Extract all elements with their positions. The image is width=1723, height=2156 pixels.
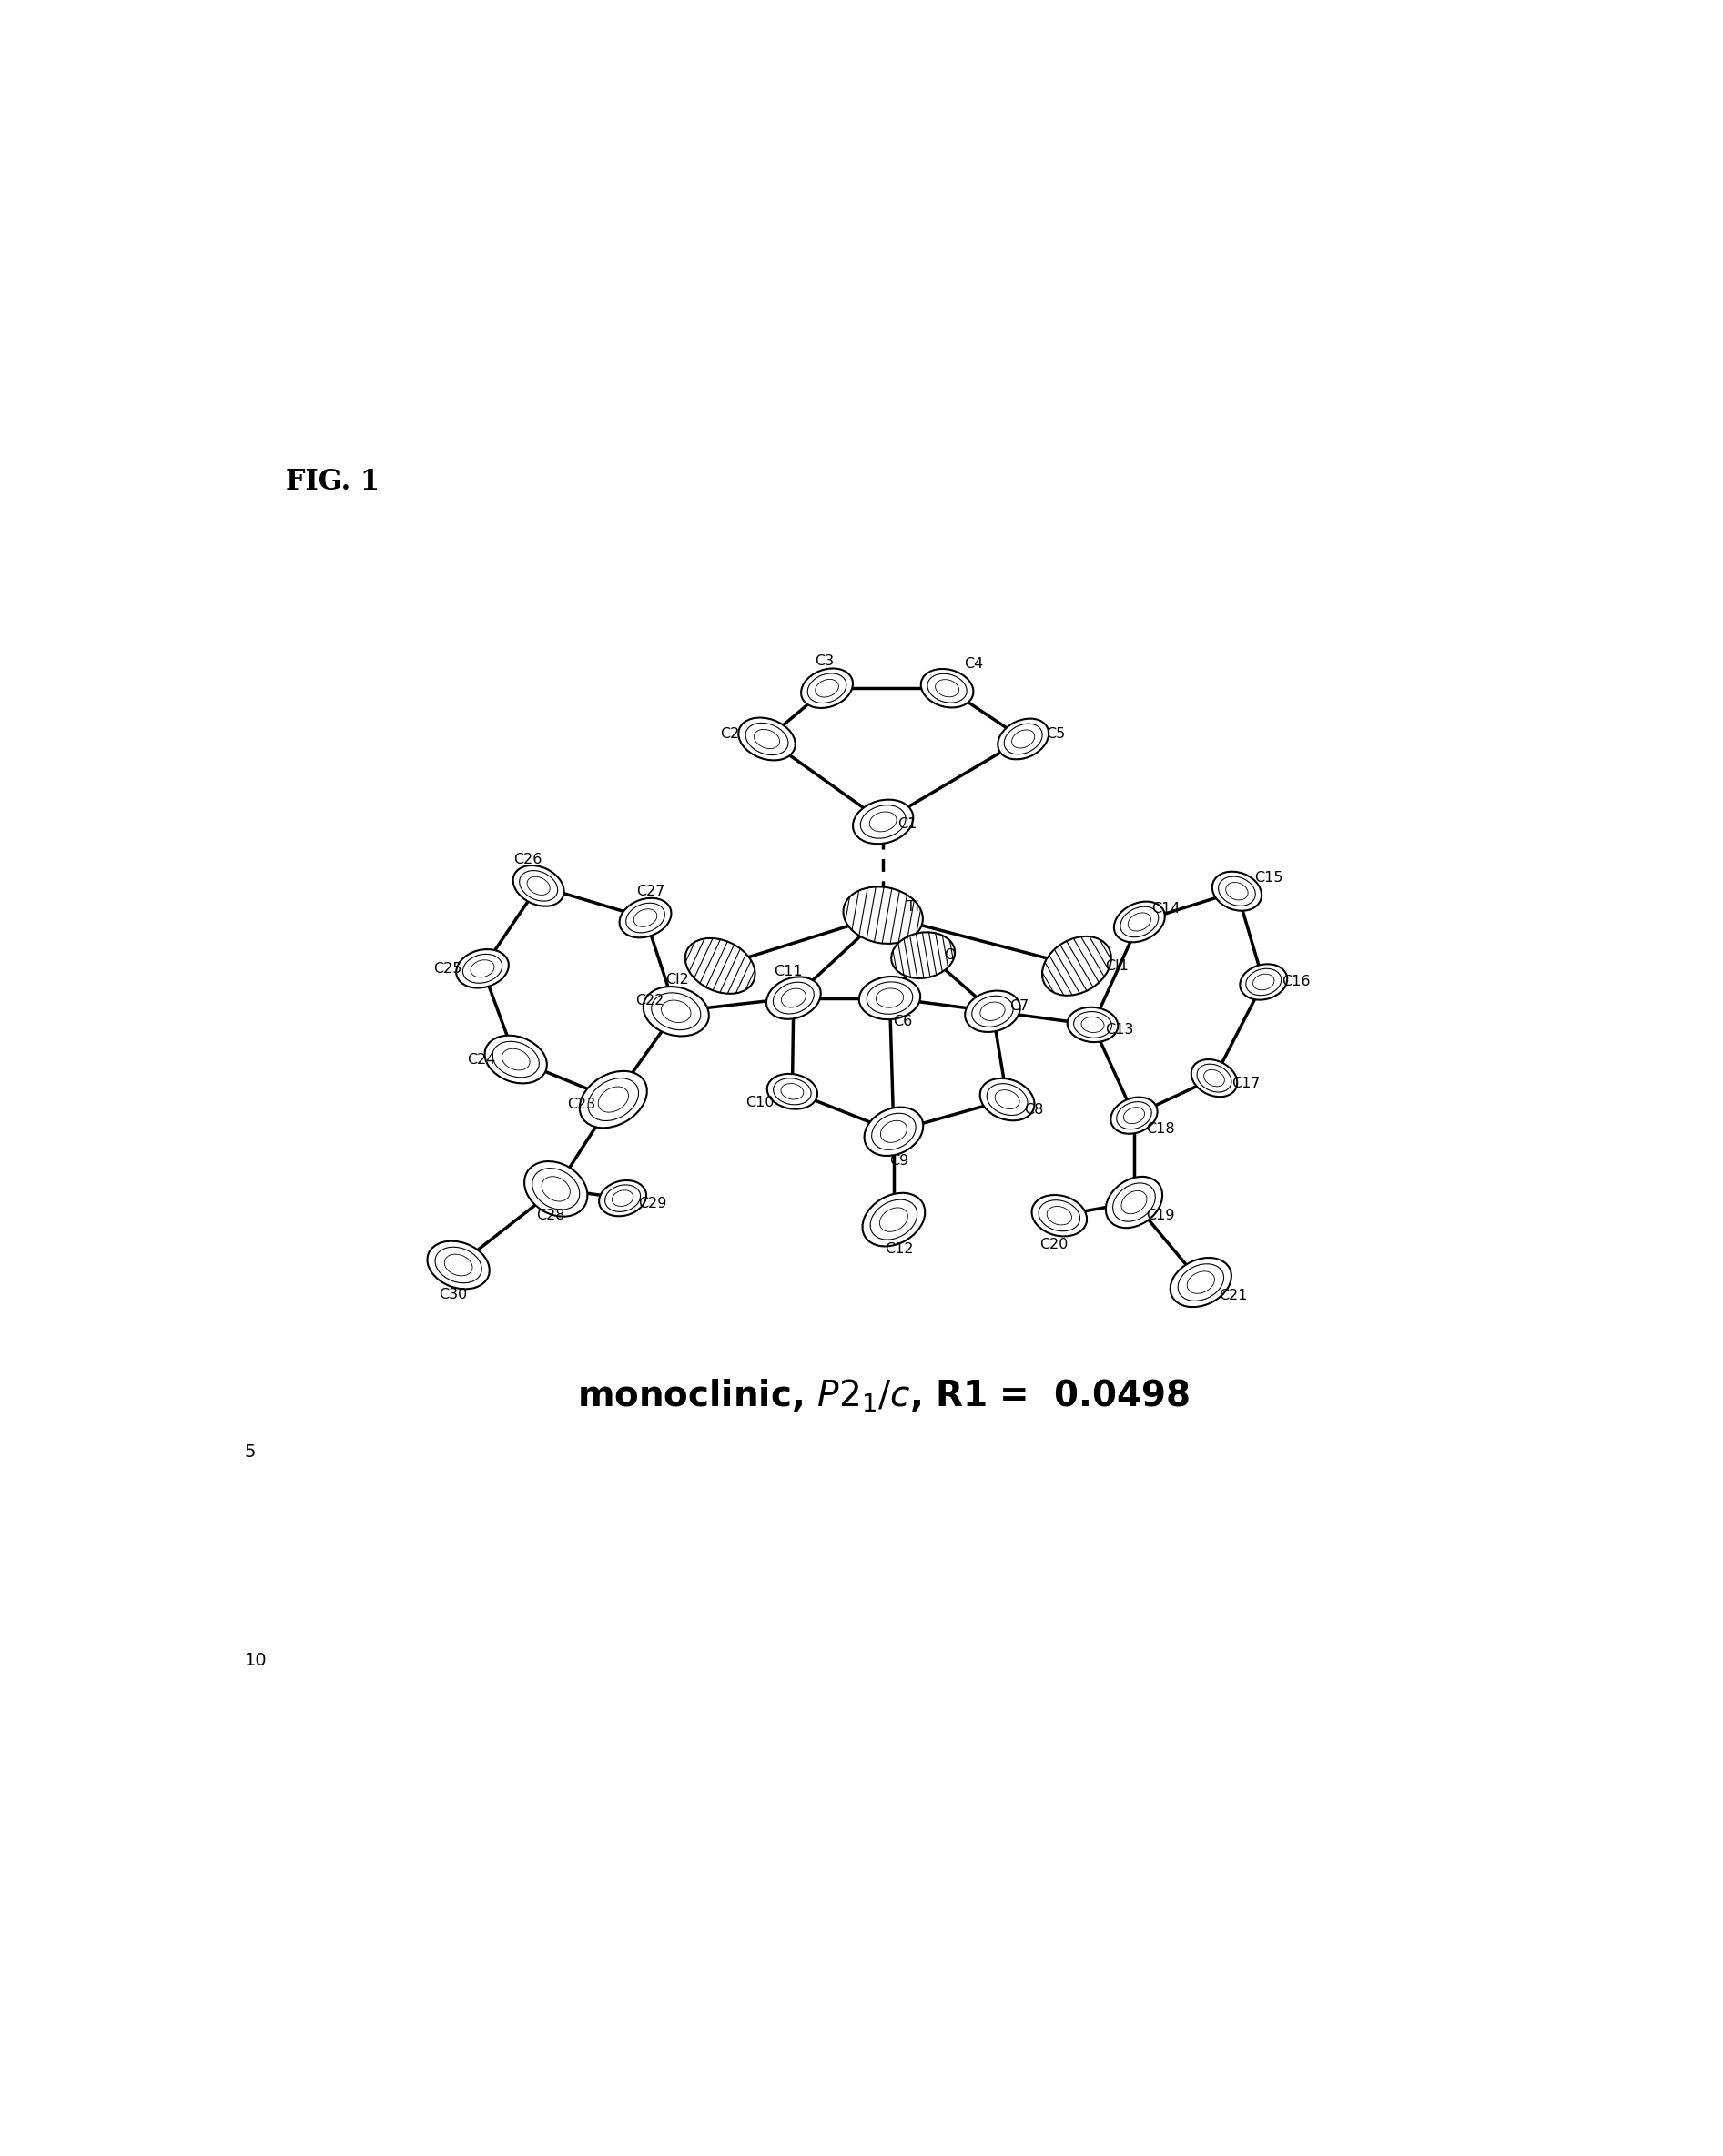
Text: C8: C8 [1023, 1104, 1044, 1117]
Text: C20: C20 [1039, 1238, 1068, 1253]
Ellipse shape [1115, 901, 1165, 942]
Ellipse shape [643, 987, 708, 1037]
Ellipse shape [865, 1108, 924, 1156]
Text: C22: C22 [636, 994, 663, 1007]
Ellipse shape [1032, 1194, 1087, 1235]
Ellipse shape [965, 990, 1020, 1033]
Ellipse shape [1241, 964, 1287, 1000]
Text: C14: C14 [1151, 901, 1180, 916]
Text: C3: C3 [815, 655, 834, 668]
Text: C12: C12 [884, 1242, 913, 1255]
Text: 10: 10 [245, 1651, 267, 1669]
Ellipse shape [484, 1035, 546, 1082]
Text: C25: C25 [434, 962, 462, 975]
Text: C17: C17 [1232, 1076, 1261, 1091]
Text: Ti: Ti [906, 901, 918, 914]
Text: C6: C6 [894, 1015, 913, 1028]
Ellipse shape [524, 1162, 588, 1216]
Text: C23: C23 [567, 1097, 596, 1112]
Text: C9: C9 [889, 1153, 908, 1169]
Ellipse shape [1170, 1257, 1232, 1307]
Text: Cl1: Cl1 [1104, 959, 1129, 972]
Text: C15: C15 [1254, 871, 1284, 884]
Ellipse shape [767, 977, 820, 1020]
Ellipse shape [600, 1179, 646, 1216]
Text: C16: C16 [1282, 975, 1309, 990]
Text: C27: C27 [636, 884, 665, 899]
Text: C21: C21 [1218, 1289, 1247, 1302]
Text: O: O [944, 949, 956, 962]
Text: C1: C1 [898, 817, 917, 832]
Text: C28: C28 [536, 1210, 565, 1222]
Text: C18: C18 [1146, 1121, 1175, 1136]
Ellipse shape [1042, 936, 1111, 996]
Ellipse shape [457, 949, 508, 987]
Ellipse shape [1191, 1059, 1237, 1097]
Ellipse shape [891, 931, 955, 979]
Text: C2: C2 [720, 727, 739, 740]
Text: C11: C11 [774, 964, 803, 979]
Ellipse shape [686, 938, 755, 994]
Ellipse shape [1111, 1097, 1158, 1134]
Text: C24: C24 [467, 1052, 496, 1067]
Text: C29: C29 [638, 1197, 667, 1210]
Ellipse shape [801, 668, 853, 707]
Text: Cl2: Cl2 [665, 972, 689, 985]
Ellipse shape [579, 1072, 648, 1128]
Ellipse shape [853, 800, 913, 843]
Text: monoclinic, $\mathit{P}2_1/c$, R1 =  0.0498: monoclinic, $\mathit{P}2_1/c$, R1 = 0.04… [577, 1378, 1189, 1414]
Ellipse shape [1213, 871, 1261, 910]
Ellipse shape [920, 668, 973, 707]
Text: C10: C10 [746, 1095, 775, 1108]
Ellipse shape [767, 1074, 817, 1108]
Text: C26: C26 [513, 852, 543, 867]
Ellipse shape [980, 1078, 1034, 1121]
Text: C4: C4 [965, 658, 984, 671]
Ellipse shape [998, 718, 1049, 759]
Ellipse shape [427, 1242, 489, 1289]
Ellipse shape [843, 886, 924, 944]
Text: 5: 5 [245, 1442, 257, 1460]
Text: C13: C13 [1104, 1024, 1134, 1037]
Text: C7: C7 [1010, 998, 1029, 1013]
Text: FIG. 1: FIG. 1 [286, 468, 379, 496]
Ellipse shape [1106, 1177, 1163, 1229]
Ellipse shape [620, 899, 672, 938]
Text: C5: C5 [1046, 727, 1065, 740]
Text: C19: C19 [1146, 1210, 1175, 1222]
Ellipse shape [1067, 1007, 1118, 1041]
Ellipse shape [739, 718, 796, 761]
Text: C30: C30 [439, 1287, 467, 1302]
Ellipse shape [860, 977, 920, 1020]
Ellipse shape [863, 1192, 925, 1246]
Ellipse shape [513, 865, 563, 906]
